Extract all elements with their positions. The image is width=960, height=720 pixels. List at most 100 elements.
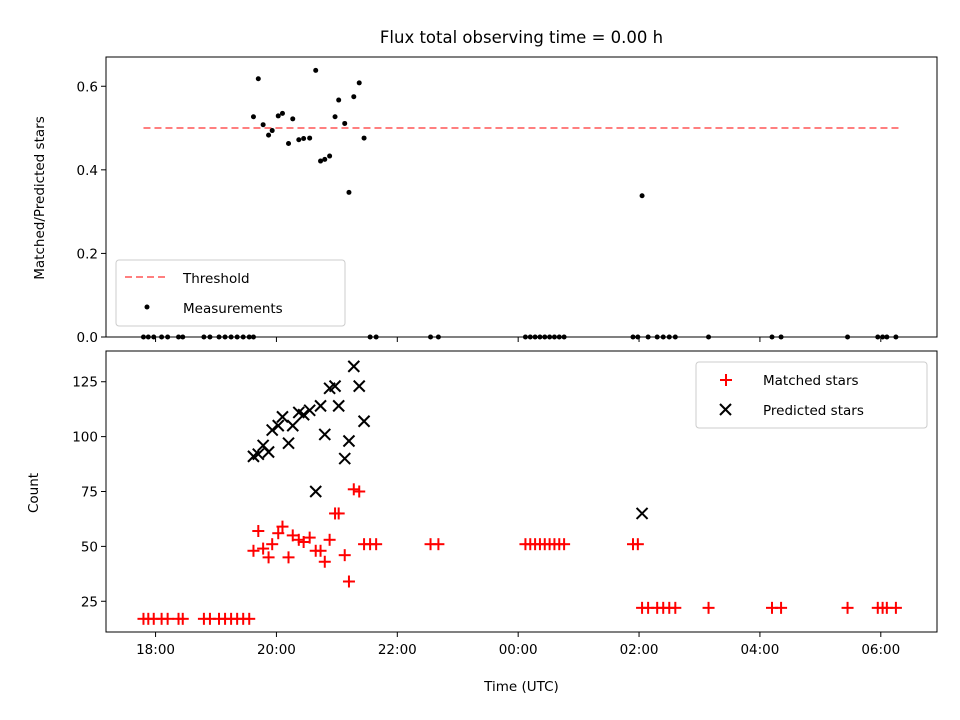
x-tick-label: 02:00: [620, 642, 659, 658]
predicted-legend-label: Predicted stars: [763, 403, 864, 419]
matched-star-point: [432, 538, 445, 551]
count-panel-frame: [105, 350, 938, 633]
matched-star-point: [841, 601, 854, 614]
measurement-point: [279, 110, 285, 116]
measurement-point: [346, 189, 352, 195]
ratio-y-axis: 0.0 0.2 0.4 0.6: [77, 79, 106, 346]
matched-star-point: [669, 601, 682, 614]
predicted-star-point: [338, 452, 351, 465]
measurement-point: [313, 67, 319, 73]
measurement-point: [332, 114, 338, 120]
predicted-star-point: [282, 436, 295, 450]
ratio-panel: 0.0 0.2 0.4 0.6 Matched/Predicted stars Thr…: [32, 56, 938, 346]
ratio-y-tick-label: 0.4: [77, 163, 98, 179]
measurement-point: [336, 97, 342, 103]
predicted-star-point: [635, 507, 649, 520]
matched-star-point: [353, 485, 366, 498]
measurement-point: [318, 158, 324, 164]
count-legend-box: [695, 361, 928, 429]
matched-legend-label: Matched stars: [763, 373, 859, 389]
matched-star-point: [342, 575, 355, 588]
measurement-point: [275, 113, 281, 119]
count-y-tick-label: 125: [72, 375, 98, 391]
predicted-star-point: [357, 415, 371, 428]
measurement-point: [286, 141, 292, 147]
matched-legend-swatch: [720, 374, 732, 386]
ratio-x-ticks: [155, 337, 882, 342]
matched-star-point: [297, 535, 310, 548]
count-x-axis: 18:00 20:00 22:00 00:00 02:00 04:00 06:00: [136, 632, 900, 658]
measurement-point: [290, 116, 296, 122]
threshold-legend-label: Threshold: [182, 271, 250, 287]
chart-title: Flux total observing time = 0.00 h: [380, 28, 663, 47]
matched-star-point: [631, 538, 644, 551]
measurement-point: [351, 94, 357, 100]
predicted-star-point: [262, 445, 275, 459]
ratio-legend-box: [115, 259, 346, 327]
matched-star-point: [282, 551, 295, 564]
matched-star-point: [347, 483, 360, 496]
matched-star-point: [370, 538, 383, 551]
matched-star-point: [243, 612, 256, 625]
measurement-point: [327, 153, 333, 159]
ratio-y-tick-label: 0.2: [77, 246, 98, 262]
measurement-point: [307, 135, 313, 141]
measurement-point: [255, 76, 261, 82]
ratio-y-axis-label: Matched/Predicted stars: [32, 116, 48, 279]
ratio-legend: Threshold Measurements: [115, 259, 346, 327]
matched-star-point: [303, 531, 316, 544]
predicted-star-point: [309, 485, 322, 498]
count-y-axis-label: Count: [26, 473, 42, 513]
measurements-legend-swatch: [144, 304, 150, 310]
measurement-point: [356, 80, 362, 86]
x-tick-label: 06:00: [861, 642, 900, 658]
ratio-y-tick-label: 0.6: [77, 79, 98, 95]
matched-star-point: [775, 601, 788, 614]
x-tick-label: 20:00: [257, 642, 296, 658]
measurement-point: [301, 135, 307, 141]
matched-star-point: [161, 612, 174, 625]
ratio-y-tick-label: 0.0: [77, 330, 98, 346]
matched-star-point: [176, 612, 189, 625]
matched-star-point: [247, 544, 260, 557]
matched-star-point: [338, 549, 351, 562]
predicted-star-point: [353, 379, 366, 393]
matched-star-point: [272, 527, 285, 540]
count-y-tick-label: 50: [81, 539, 98, 555]
predicted-star-point: [332, 399, 345, 413]
measurement-point: [639, 193, 645, 199]
x-tick-label: 00:00: [499, 642, 538, 658]
measurement-point: [342, 120, 348, 126]
measurement-point: [266, 132, 272, 138]
predicted-star-point: [318, 428, 331, 441]
predicted-star-point: [347, 360, 360, 373]
count-y-tick-label: 100: [72, 430, 98, 446]
count-plot-area: [137, 360, 902, 625]
matched-star-point: [702, 601, 715, 614]
ratio-panel-frame: [105, 56, 938, 338]
x-tick-label: 22:00: [378, 642, 417, 658]
predicted-star-point: [272, 419, 285, 432]
matched-star-point: [252, 525, 265, 538]
count-panel: 25 50 75 100 125 18:00 20:00 22:00 00:00 02:00 04…: [26, 350, 938, 695]
matched-star-point: [323, 533, 336, 546]
predicted-star-point: [328, 379, 342, 393]
matched-star-point: [318, 555, 331, 568]
measurements-legend-label: Measurements: [183, 301, 283, 317]
count-y-axis: 25 50 75 100 125: [72, 375, 106, 610]
matched-star-point: [286, 529, 299, 542]
predicted-star-point: [286, 419, 299, 432]
measurement-point: [260, 122, 266, 128]
matched-star-point: [262, 551, 275, 564]
matched-star-point: [314, 544, 327, 557]
predicted-star-point: [252, 447, 265, 461]
x-axis-label: Time (UTC): [483, 679, 559, 695]
predicted-star-point: [276, 410, 289, 424]
x-tick-label: 18:00: [136, 642, 175, 658]
measurement-point: [296, 137, 302, 143]
predicted-star-point: [297, 408, 310, 421]
measurement-point: [322, 156, 328, 162]
predicted-star-point: [265, 423, 279, 437]
matched-star-point: [276, 520, 289, 533]
